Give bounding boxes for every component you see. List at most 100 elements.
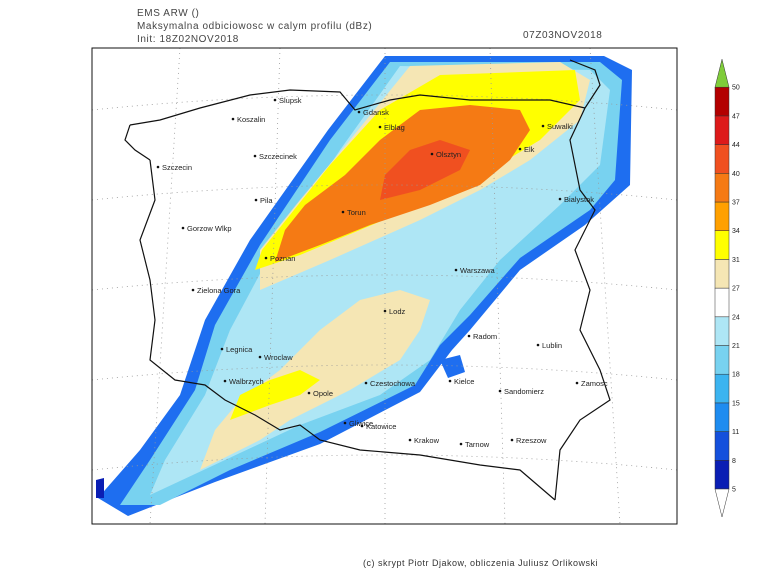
colorbar-label: 8 xyxy=(732,458,736,465)
city-name: Poznan xyxy=(270,254,295,263)
city-dot xyxy=(254,198,258,202)
city-name: Elk xyxy=(524,145,535,154)
city-labels: Slupsk Koszalin Szczecinek Szczecin Pila Gorz… xyxy=(156,96,608,449)
colorbar-box xyxy=(714,402,730,432)
city-dot xyxy=(467,334,471,338)
city-name: Bialystok xyxy=(564,195,594,204)
city-dot xyxy=(191,288,195,292)
city-name: Walbrzych xyxy=(229,377,264,386)
city-dot xyxy=(498,389,502,393)
colorbar-label: 5 xyxy=(732,487,736,494)
colorbar-label: 18 xyxy=(732,372,740,379)
city-dot xyxy=(383,309,387,313)
city-name: Koszalin xyxy=(237,115,265,124)
city-name: Szczecinek xyxy=(259,152,297,161)
city-name: Radom xyxy=(473,332,497,341)
city-dot xyxy=(273,98,277,102)
city-name: Suwalki xyxy=(547,122,573,131)
city-name: Czestochowa xyxy=(370,379,416,388)
city-name: Legnica xyxy=(226,345,253,354)
city-name: Katowice xyxy=(366,422,396,431)
city-dot xyxy=(459,442,463,446)
city-dot xyxy=(181,226,185,230)
city-dot xyxy=(536,343,540,347)
map: Slupsk Koszalin Szczecinek Szczecin Pila Gorz… xyxy=(91,47,678,525)
city-dot xyxy=(541,124,545,128)
city-dot xyxy=(378,125,382,129)
colorbar-box xyxy=(714,86,730,117)
city-name: Warszawa xyxy=(460,266,496,275)
colorbar-label: 47 xyxy=(732,113,740,120)
colorbar-box xyxy=(714,259,730,289)
city-name: Gdansk xyxy=(363,108,389,117)
city-name: Wroclaw xyxy=(264,353,293,362)
city-dot xyxy=(258,355,262,359)
colorbar-box xyxy=(714,373,730,404)
city-name: Pila xyxy=(260,196,273,205)
city-dot xyxy=(454,268,458,272)
city-name: Lublin xyxy=(542,341,562,350)
colorbar-label: 50 xyxy=(732,85,740,92)
colorbar-label: 31 xyxy=(732,257,740,264)
city-dot xyxy=(408,438,412,442)
city-dot xyxy=(364,381,368,385)
model-name: EMS ARW () xyxy=(137,8,199,19)
city-dot xyxy=(360,424,364,428)
colorbar-label: 37 xyxy=(732,200,740,207)
city-dot xyxy=(223,379,227,383)
city-name: Zamosc xyxy=(581,379,608,388)
city-dot xyxy=(510,438,514,442)
echo-31b xyxy=(230,370,320,420)
city-dot xyxy=(448,379,452,383)
city-dot xyxy=(518,147,522,151)
colorbar-label: 44 xyxy=(732,142,740,149)
city-name: Slupsk xyxy=(279,96,302,105)
city-name: Gorzow Wlkp xyxy=(187,224,232,233)
city-name: Opole xyxy=(313,389,333,398)
city-dot xyxy=(264,256,268,260)
city-dot xyxy=(575,381,579,385)
colorbar-label: 11 xyxy=(732,429,739,436)
echo-5 xyxy=(96,478,104,498)
city-dot xyxy=(220,347,224,351)
colorbar-label: 34 xyxy=(732,228,740,235)
colorbar-label: 40 xyxy=(732,171,740,178)
colorbar-label: 15 xyxy=(732,400,740,407)
echo-40 xyxy=(380,140,470,200)
colorbar: 5 8 11 15 18 21 24 27 31 34 37 40 44 47 50 xyxy=(714,59,740,518)
city-name: Szczecin xyxy=(162,163,192,172)
borders xyxy=(124,59,611,501)
city-name: Torun xyxy=(347,208,366,217)
city-dot xyxy=(341,210,345,214)
subtitle: Maksymalna odbiciowosc w calym profilu (… xyxy=(137,21,372,32)
colorbar-over xyxy=(714,59,730,88)
colorbar-box xyxy=(714,144,730,174)
colorbar-box xyxy=(714,201,730,231)
city-name: Rzeszow xyxy=(516,436,547,445)
echo-15b xyxy=(440,355,465,378)
city-dot xyxy=(430,152,434,156)
city-dot xyxy=(357,110,361,114)
city-dot xyxy=(156,165,160,169)
city-dot xyxy=(231,117,235,121)
valid-time: 07Z03NOV2018 xyxy=(523,30,602,41)
colorbar-box xyxy=(714,115,730,145)
colorbar-box xyxy=(714,173,730,203)
colorbar-box xyxy=(714,230,730,260)
colorbar-under xyxy=(714,488,730,518)
city-name: Tarnow xyxy=(465,440,490,449)
city-name: Kielce xyxy=(454,377,474,386)
map-frame xyxy=(91,47,678,525)
colorbar-box xyxy=(714,316,730,346)
footer: (c) skrypt Piotr Djakow, obliczenia Juli… xyxy=(363,558,598,568)
city-name: Krakow xyxy=(414,436,440,445)
city-name: Gliwice xyxy=(349,419,373,428)
colorbar-label: 21 xyxy=(732,343,740,350)
colorbar-box xyxy=(714,460,730,490)
colorbar-label: 24 xyxy=(732,314,740,321)
city-name: Zielona Gora xyxy=(197,286,241,295)
city-name: Lodz xyxy=(389,307,406,316)
colorbar-label: 27 xyxy=(732,286,740,293)
colorbar-box xyxy=(714,345,730,375)
